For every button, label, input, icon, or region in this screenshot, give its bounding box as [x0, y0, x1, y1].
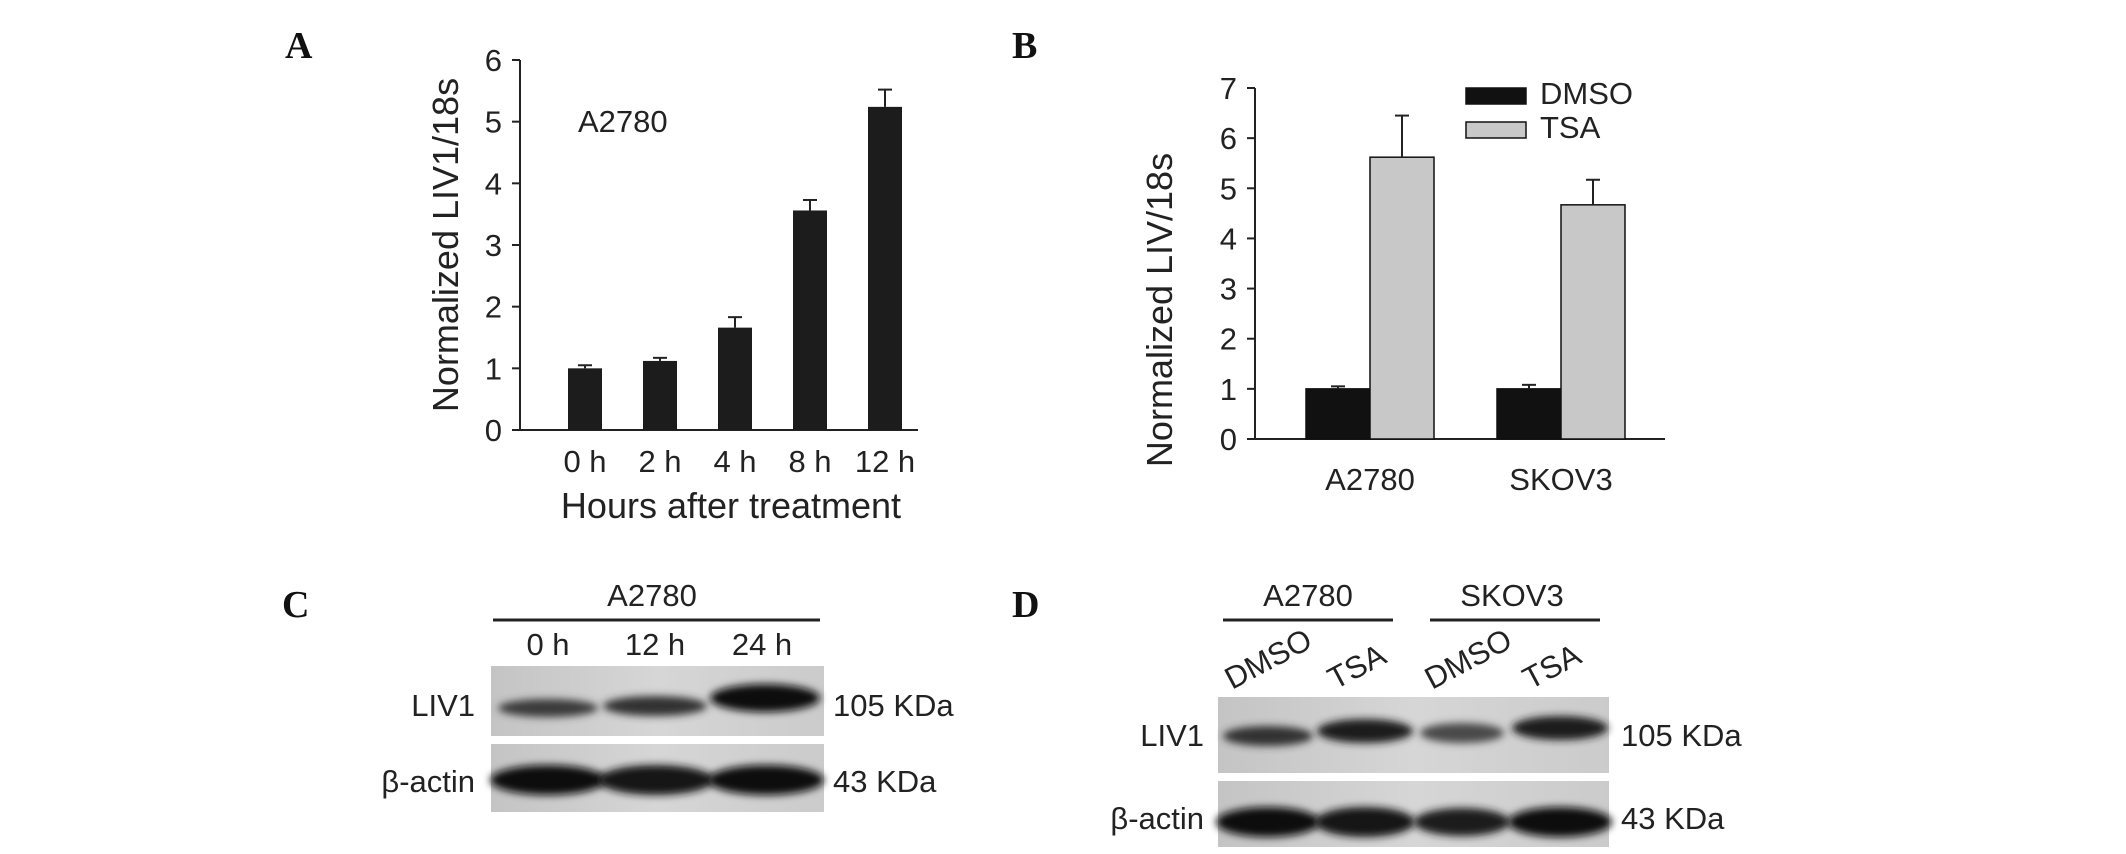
panel-b-bar-skov3-tsa: [1560, 204, 1626, 440]
panel-a-label: A: [285, 25, 313, 67]
panel-b-ytick-label: 4: [1220, 221, 1237, 256]
panel-b-ytick-label: 6: [1220, 121, 1237, 156]
panel-d-blot-liv1: [1218, 697, 1609, 773]
panel-a-bar-0: [568, 368, 602, 430]
legend-label-tsa: TSA: [1540, 110, 1601, 145]
panel-a-ytick-label: 5: [485, 105, 502, 140]
panel-c-row-liv1: LIV1: [411, 688, 475, 723]
panel-c-blot-actin: [490, 744, 824, 812]
panel-b-ytick-label: 1: [1220, 372, 1237, 407]
panel-b-ytick-label: 7: [1220, 71, 1237, 106]
panel-a-bar-1: [643, 360, 677, 430]
panel-d-size-43: 43 KDa: [1621, 801, 1725, 836]
panel-c: C A2780 0 h 12 h 24 h LIV1 β-actin 105 K…: [282, 578, 954, 812]
band-actin-skov3-tsa: [1508, 807, 1612, 837]
panel-b-y-axis-title: Normalized LIV/18s: [1139, 153, 1180, 467]
band-actin-a2780-tsa: [1315, 807, 1415, 837]
panel-b-ytick-label: 2: [1220, 322, 1237, 357]
panel-d: D A2780 SKOV3 DMSO TSA DMSO TSA LIV1 β-a…: [1012, 578, 1742, 847]
panel-d-label: D: [1012, 584, 1039, 626]
panel-b-y-ticks: 0 1 2 3 4 5 6 7: [1220, 71, 1255, 457]
panel-a-xtick-label: 12 h: [855, 444, 915, 479]
panel-a-ytick-label: 0: [485, 413, 502, 448]
legend-swatch-dmso: [1465, 87, 1527, 105]
panel-a-ytick-label: 4: [485, 166, 502, 201]
band-actin-24h: [708, 765, 824, 795]
panel-a-bar-4: [868, 106, 902, 430]
panel-b-xtick-label: A2780: [1325, 462, 1415, 497]
band-actin-12h: [598, 765, 714, 795]
panel-a-bars: [568, 88, 902, 430]
panel-c-row-actin: β-actin: [381, 764, 475, 799]
panel-a-bar-3: [793, 210, 827, 430]
band-actin-0h: [490, 765, 606, 795]
panel-d-row-actin: β-actin: [1110, 801, 1204, 836]
panel-c-lane-24h: 24 h: [732, 627, 792, 662]
panel-b-bar-a2780-tsa: [1369, 156, 1435, 440]
panel-d-group-skov3: SKOV3: [1460, 578, 1563, 613]
panel-c-lane-12h: 12 h: [625, 627, 685, 662]
panel-b-label: B: [1012, 25, 1037, 67]
panel-b-xtick-label: SKOV3: [1509, 462, 1612, 497]
panel-a-cell-line-annotation: A2780: [578, 104, 668, 139]
panel-a-ytick-label: 3: [485, 228, 502, 263]
panel-a-xtick-label: 8 h: [788, 444, 831, 479]
panel-d-lane-1: DMSO: [1219, 622, 1318, 697]
band-liv1-skov3-dmso: [1420, 723, 1504, 743]
panel-b-ytick-label: 0: [1220, 422, 1237, 457]
panel-c-size-43: 43 KDa: [833, 764, 937, 799]
legend-swatch-tsa: [1465, 121, 1527, 139]
band-liv1-24h: [710, 684, 820, 712]
panel-d-blot-actin: [1216, 781, 1612, 847]
panel-b-bar-skov3-dmso: [1496, 388, 1562, 440]
panel-b-bars: [1305, 114, 1626, 440]
panel-a: A 0 1 2 3 4 5 6 0 h 2 h 4 h 8 h 12 h A2780 Normali…: [285, 25, 918, 526]
panel-d-lane-2: TSA: [1322, 637, 1392, 696]
panel-a-xtick-label: 0 h: [563, 444, 606, 479]
panel-a-x-axis-title: Hours after treatment: [561, 485, 901, 526]
band-liv1-12h: [603, 696, 707, 716]
panel-c-blot-liv1: [491, 666, 824, 736]
panel-a-x-ticks: 0 h 2 h 4 h 8 h 12 h: [563, 444, 915, 479]
band-actin-skov3-dmso: [1414, 808, 1510, 836]
panel-d-lane-4: TSA: [1517, 637, 1587, 696]
panel-b-legend: DMSO TSA: [1465, 76, 1633, 145]
panel-d-size-105: 105 KDa: [1621, 718, 1742, 753]
panel-a-y-ticks: 0 1 2 3 4 5 6: [485, 43, 520, 448]
panel-b-ytick-label: 3: [1220, 272, 1237, 307]
band-liv1-0h: [498, 699, 598, 717]
panel-d-group-a2780: A2780: [1263, 578, 1353, 613]
band-liv1-a2780-dmso: [1223, 726, 1313, 746]
panel-b-bar-a2780-dmso: [1305, 388, 1371, 440]
band-liv1-skov3-tsa: [1512, 716, 1608, 740]
panel-a-xtick-label: 2 h: [638, 444, 681, 479]
panel-b-x-ticks: A2780 SKOV3: [1325, 462, 1613, 497]
panel-a-y-axis-title: Normalized LIV1/18s: [425, 78, 466, 412]
panel-c-size-105: 105 KDa: [833, 688, 954, 723]
panel-c-lane-0h: 0 h: [526, 627, 569, 662]
band-actin-a2780-dmso: [1216, 807, 1320, 837]
panel-c-label: C: [282, 584, 309, 626]
panel-a-ytick-label: 1: [485, 351, 502, 386]
panel-c-group-label: A2780: [607, 578, 697, 613]
panel-b: B 0 1 2 3 4 5 6 7 A2780 SKOV3 Normalized LIV/18s…: [1012, 25, 1665, 497]
panel-a-ytick-label: 6: [485, 43, 502, 78]
panel-a-xtick-label: 4 h: [713, 444, 756, 479]
legend-label-dmso: DMSO: [1540, 76, 1633, 111]
panel-a-bar-2: [718, 327, 752, 430]
band-liv1-a2780-tsa: [1317, 719, 1413, 743]
panel-a-ytick-label: 2: [485, 290, 502, 325]
panel-b-ytick-label: 5: [1220, 171, 1237, 206]
panel-d-lane-3: DMSO: [1419, 622, 1518, 697]
panel-d-row-liv1: LIV1: [1140, 718, 1204, 753]
